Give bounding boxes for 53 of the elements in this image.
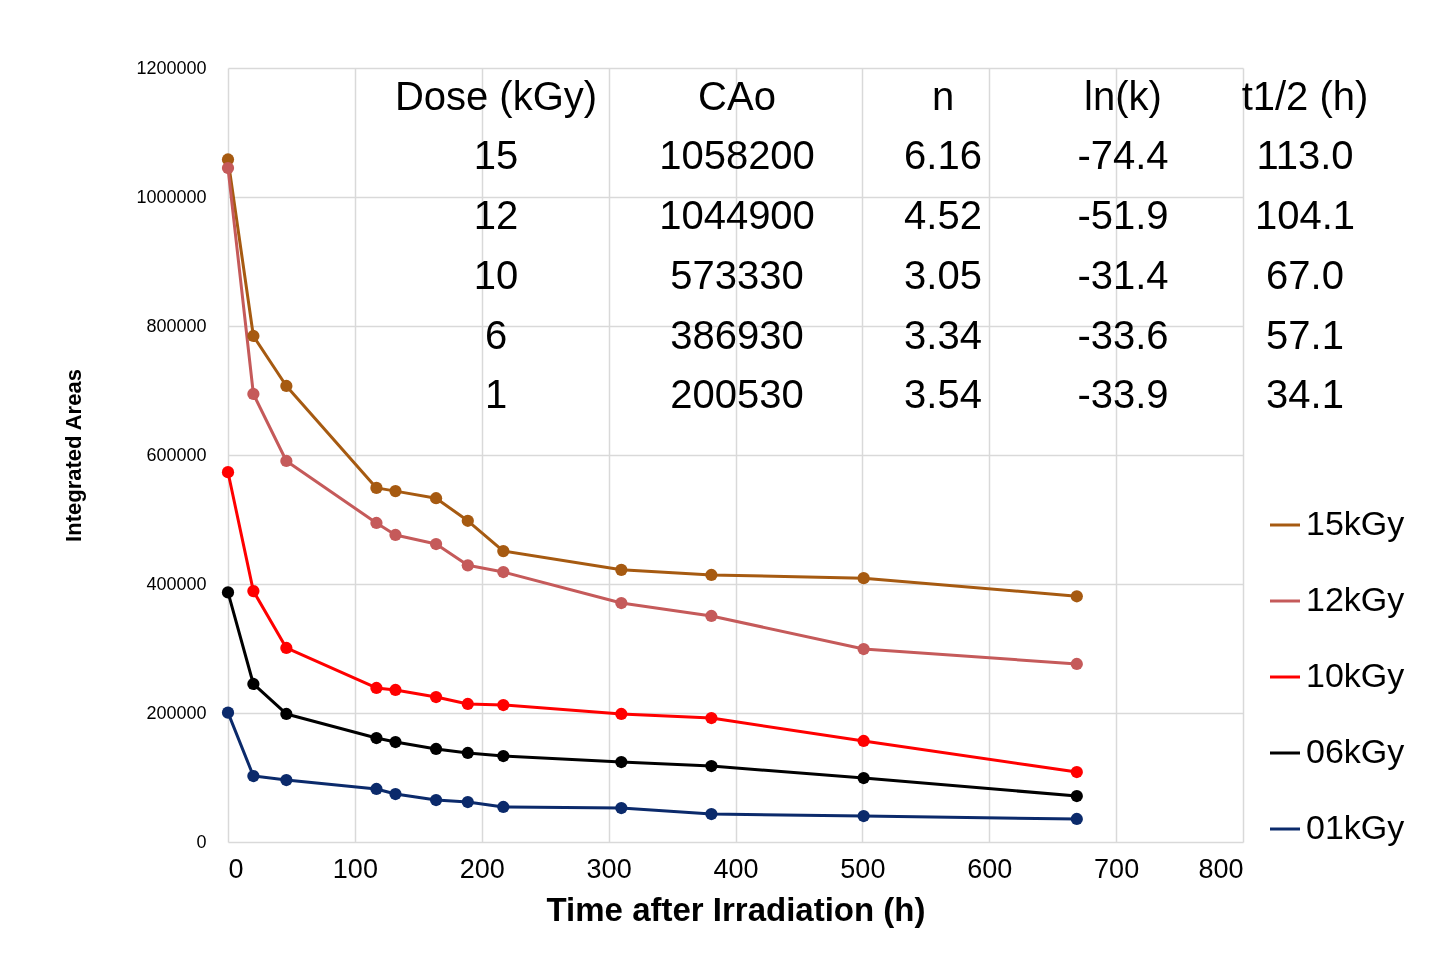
annotation: 1 [484,372,508,416]
annotation: -51.9 [1077,193,1169,237]
x-tick-label: 600 [967,853,1013,884]
x-tick-label: 400 [713,853,759,884]
legend-label: 15kGy [1306,504,1405,542]
y-tick-label: 1000000 [136,186,207,207]
x-tick-label: 300 [586,853,632,884]
x-tick-label: 0 [228,853,244,884]
annotation: -33.6 [1077,313,1169,357]
annotation: 1058200 [659,133,815,177]
x-axis-title: Time after Irradiation (h) [546,890,926,928]
text: 57.1 [1266,313,1344,357]
text: 34.1 [1266,372,1344,416]
text: 104.1 [1254,193,1356,237]
annotation: 15 [473,133,519,177]
annotation: 573330 [670,253,804,297]
annotation: 3.54 [904,372,982,416]
y-tick-label: 200000 [146,702,207,723]
x-tick-label: 500 [840,853,886,884]
annotation: 1044900 [659,193,815,237]
annotation: t1/2 (h) [1241,74,1369,118]
annotation: 6 [484,313,508,357]
y-tick-label: 400000 [146,573,207,594]
annotation: 4.52 [904,193,982,237]
legend-label: 10kGy [1306,656,1405,694]
x-tick-label: 800 [1198,853,1244,884]
text: 113.0 [1256,133,1354,177]
y-tick-label: 1200000 [136,57,207,78]
y-tick-label: 800000 [146,315,207,336]
y-tick-label: 0 [196,831,207,852]
annotation: CAo [698,74,776,118]
text: 67.0 [1266,253,1344,297]
y-axis-title: Integrated Areas [61,369,87,542]
annotation: ln(k) [1084,74,1162,118]
annotation: Dose (kGy) [394,74,598,118]
annotation: 10 [473,253,519,297]
x-tick-label: 700 [1094,853,1140,884]
annotation: -33.9 [1077,372,1169,416]
annotation: 3.05 [904,253,982,297]
annotation: 200530 [670,372,804,416]
legend-label: 01kGy [1306,808,1405,846]
x-tick-label: 200 [459,853,505,884]
annotation: n [931,74,955,118]
legend-label: 06kGy [1306,732,1405,770]
annotation: 12 [473,193,519,237]
y-tick-label: 600000 [146,444,207,465]
annotation: 386930 [670,313,804,357]
annotation: -74.4 [1077,133,1169,177]
annotation: 3.34 [904,313,982,357]
annotation: 6.16 [904,133,982,177]
annotation: -31.4 [1077,253,1169,297]
legend-label: 12kGy [1306,580,1405,618]
x-tick-label: 100 [332,853,378,884]
